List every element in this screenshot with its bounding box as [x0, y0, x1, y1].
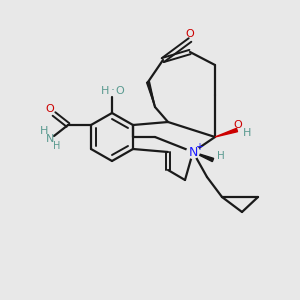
Polygon shape: [215, 128, 238, 137]
Text: O: O: [186, 29, 194, 39]
Text: N: N: [188, 146, 198, 158]
Text: O: O: [234, 120, 242, 130]
Text: H: H: [40, 126, 48, 136]
Text: H: H: [53, 141, 61, 151]
Text: H: H: [217, 151, 225, 161]
Text: O: O: [46, 104, 54, 114]
Circle shape: [186, 145, 200, 159]
Polygon shape: [147, 82, 155, 107]
Text: N: N: [46, 134, 54, 144]
Polygon shape: [193, 152, 214, 162]
Text: +: +: [195, 142, 203, 152]
Text: O: O: [116, 86, 124, 96]
Text: H: H: [101, 86, 109, 96]
Text: ·: ·: [111, 85, 115, 98]
Text: H: H: [243, 128, 251, 138]
